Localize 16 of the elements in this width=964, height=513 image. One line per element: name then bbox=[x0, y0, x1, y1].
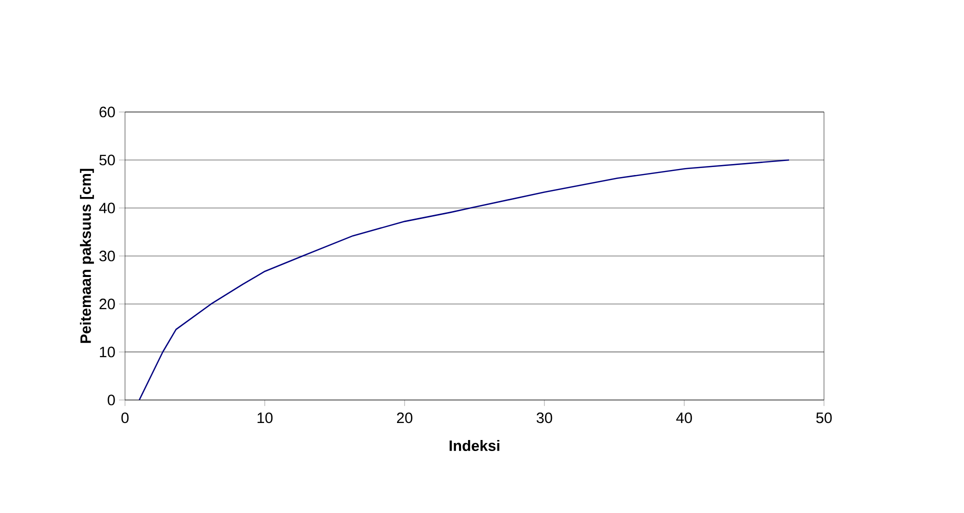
y-tick-label: 10 bbox=[100, 346, 115, 358]
x-tick-label: 0 bbox=[121, 412, 129, 424]
x-tick-label: 20 bbox=[397, 412, 412, 424]
x-tick-label: 10 bbox=[258, 412, 273, 424]
y-tick-label: 50 bbox=[99, 154, 115, 166]
x-tick-label: 30 bbox=[536, 412, 552, 424]
line-series bbox=[138, 159, 790, 400]
x-tick-label: 40 bbox=[676, 412, 692, 424]
x-axis-title: Indeksi bbox=[450, 440, 500, 452]
x-tick-label: 50 bbox=[816, 412, 832, 424]
y-tick-label: 60 bbox=[100, 106, 115, 118]
y-tick-label: 40 bbox=[99, 202, 115, 214]
y-tick-label: 30 bbox=[99, 250, 115, 262]
y-tick-label: 0 bbox=[108, 394, 115, 406]
y-tick-label: 20 bbox=[100, 298, 115, 310]
y-axis-title: Peitemaan paksuus [cm] bbox=[80, 168, 94, 343]
